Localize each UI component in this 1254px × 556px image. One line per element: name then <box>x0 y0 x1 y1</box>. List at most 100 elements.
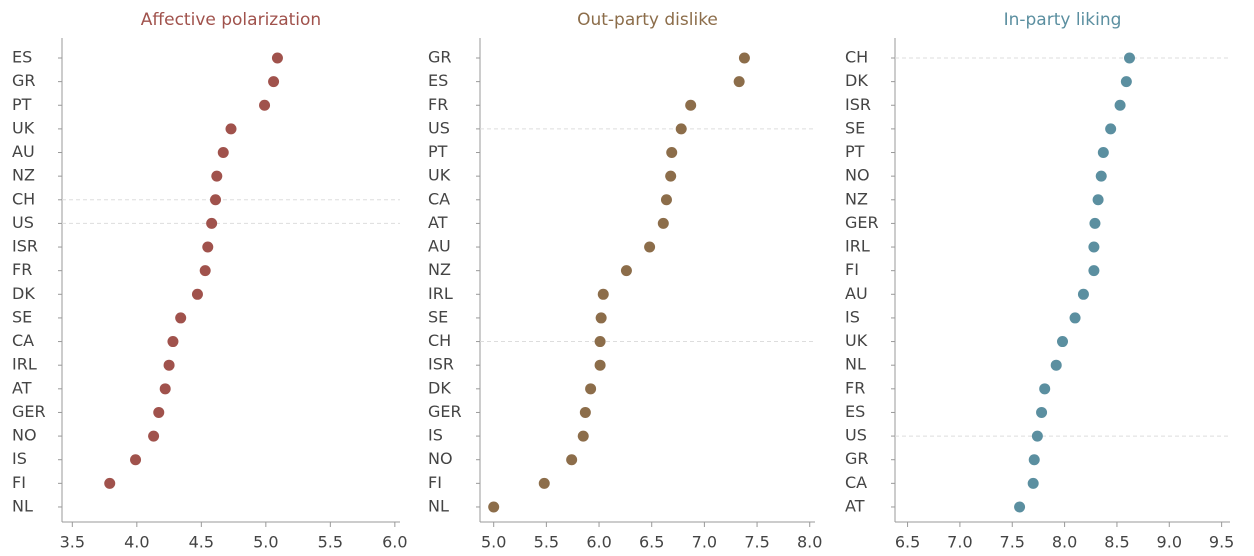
y-tick-label: FR <box>428 95 448 114</box>
dot <box>225 123 237 135</box>
y-tick-label: ISR <box>845 95 871 114</box>
dot <box>733 76 745 88</box>
dot <box>1027 477 1039 489</box>
x-tick-label: 7.0 <box>947 533 972 552</box>
y-tick-label: GR <box>12 71 36 90</box>
dot <box>738 52 750 64</box>
dot <box>660 194 672 206</box>
dot <box>191 288 203 300</box>
dot <box>488 501 500 513</box>
dot <box>1114 99 1126 111</box>
dot <box>595 312 607 324</box>
y-tick-label: FI <box>428 473 442 492</box>
dot <box>130 454 142 466</box>
y-tick-label: ISR <box>12 237 38 256</box>
dot <box>211 170 223 182</box>
dot <box>579 406 591 418</box>
dot <box>1095 170 1107 182</box>
dot <box>1105 123 1117 135</box>
dot <box>585 383 597 395</box>
y-tick-label: CH <box>12 189 35 208</box>
dot <box>1039 383 1051 395</box>
y-tick-label: IRL <box>12 355 37 374</box>
panel-title: Affective polarization <box>141 10 321 30</box>
y-tick-label: NO <box>428 449 453 468</box>
y-tick-label: CA <box>845 473 867 492</box>
x-tick-label: 5.5 <box>534 533 559 552</box>
y-tick-label: DK <box>428 378 451 397</box>
y-tick-label: IRL <box>845 237 870 256</box>
x-tick-label: 8.5 <box>1104 533 1129 552</box>
dot <box>566 454 578 466</box>
y-tick-label: US <box>845 426 867 445</box>
dot <box>644 241 656 253</box>
dot <box>1088 265 1100 277</box>
y-tick-label: SE <box>428 307 448 326</box>
x-tick-label: 9.5 <box>1209 533 1234 552</box>
y-tick-label: US <box>428 118 450 137</box>
dot <box>167 336 179 348</box>
x-tick-label: 4.5 <box>189 533 214 552</box>
dot <box>217 147 229 159</box>
x-tick-label: 6.0 <box>586 533 611 552</box>
dot <box>1092 194 1104 206</box>
y-tick-label: AU <box>12 142 35 161</box>
dot <box>148 430 160 442</box>
dot <box>1036 406 1048 418</box>
dot <box>620 265 632 277</box>
dot <box>594 359 606 371</box>
y-tick-label: NO <box>845 166 870 185</box>
y-tick-label: IS <box>845 307 860 326</box>
x-tick-label: 6.5 <box>895 533 920 552</box>
dot <box>1089 217 1101 229</box>
dot <box>268 76 280 88</box>
dot <box>153 406 165 418</box>
dot <box>685 99 697 111</box>
x-tick-label: 7.0 <box>692 533 717 552</box>
dot <box>538 477 550 489</box>
dot <box>666 147 678 159</box>
y-tick-label: FI <box>12 473 26 492</box>
y-tick-label: ES <box>428 71 448 90</box>
dot <box>1014 501 1026 513</box>
y-tick-label: PT <box>428 142 448 161</box>
dot <box>104 477 116 489</box>
y-tick-label: FR <box>12 260 32 279</box>
dot <box>1077 288 1089 300</box>
dot <box>1120 76 1132 88</box>
x-tick-label: 7.5 <box>744 533 769 552</box>
dot <box>202 241 214 253</box>
y-tick-label: UK <box>845 331 868 350</box>
y-tick-label: CA <box>428 189 450 208</box>
dot <box>577 430 589 442</box>
y-tick-label: FI <box>845 260 859 279</box>
dot <box>206 217 218 229</box>
y-tick-label: AT <box>428 213 448 232</box>
y-tick-label: UK <box>12 118 35 137</box>
y-tick-label: GER <box>845 213 879 232</box>
y-tick-label: IRL <box>428 284 453 303</box>
y-tick-label: DK <box>845 71 868 90</box>
x-tick-label: 5.0 <box>481 533 506 552</box>
y-tick-label: GER <box>428 402 462 421</box>
dot <box>1124 52 1135 64</box>
x-tick-label: 7.5 <box>1000 533 1025 552</box>
dot <box>657 217 669 229</box>
dot <box>210 194 222 206</box>
y-tick-label: CH <box>845 48 868 67</box>
dot <box>259 99 271 111</box>
dot <box>675 123 687 135</box>
dot <box>1088 241 1100 253</box>
y-tick-label: AU <box>428 237 451 256</box>
y-tick-label: SE <box>845 118 865 137</box>
x-tick-label: 6.5 <box>639 533 664 552</box>
dot <box>175 312 187 324</box>
dot <box>665 170 677 182</box>
y-tick-label: PT <box>12 95 32 114</box>
y-tick-label: AT <box>845 496 865 515</box>
dot <box>271 52 283 64</box>
y-tick-label: NZ <box>428 260 451 279</box>
x-tick-label: 4.0 <box>124 533 149 552</box>
x-tick-label: 5.0 <box>253 533 278 552</box>
